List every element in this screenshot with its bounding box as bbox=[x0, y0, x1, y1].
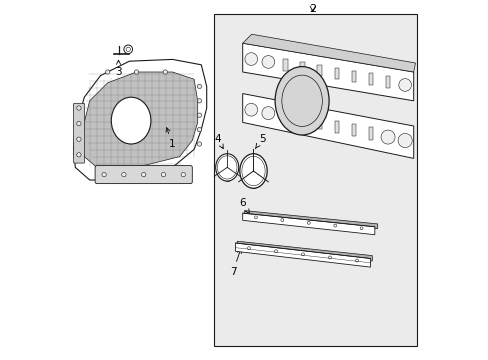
Bar bbox=[368, 73, 372, 85]
Polygon shape bbox=[235, 243, 370, 267]
Circle shape bbox=[397, 134, 411, 148]
Polygon shape bbox=[242, 43, 413, 101]
Polygon shape bbox=[244, 211, 377, 229]
Text: 5: 5 bbox=[255, 134, 265, 149]
Circle shape bbox=[262, 107, 274, 120]
Circle shape bbox=[181, 172, 185, 177]
Text: 4: 4 bbox=[214, 134, 223, 149]
Bar bbox=[334, 68, 338, 79]
Circle shape bbox=[244, 53, 257, 66]
Circle shape bbox=[380, 130, 394, 144]
Ellipse shape bbox=[215, 154, 238, 181]
Circle shape bbox=[102, 172, 106, 177]
Circle shape bbox=[77, 153, 81, 157]
Bar bbox=[334, 121, 338, 133]
Circle shape bbox=[123, 45, 132, 54]
Ellipse shape bbox=[111, 97, 151, 144]
Circle shape bbox=[197, 142, 201, 146]
Bar bbox=[213, 14, 416, 346]
Text: 2: 2 bbox=[309, 4, 316, 14]
Circle shape bbox=[244, 103, 257, 116]
Circle shape bbox=[197, 113, 201, 117]
Circle shape bbox=[262, 55, 274, 68]
Polygon shape bbox=[242, 213, 374, 235]
Ellipse shape bbox=[275, 67, 328, 135]
Text: 7: 7 bbox=[229, 249, 241, 277]
Bar bbox=[317, 117, 321, 130]
Ellipse shape bbox=[239, 154, 266, 188]
Circle shape bbox=[161, 172, 165, 177]
Bar bbox=[283, 59, 287, 71]
Circle shape bbox=[197, 84, 201, 89]
Circle shape bbox=[122, 172, 126, 177]
Bar bbox=[300, 62, 304, 73]
Circle shape bbox=[134, 70, 139, 74]
Circle shape bbox=[77, 137, 81, 141]
Circle shape bbox=[197, 127, 201, 132]
Circle shape bbox=[197, 99, 201, 103]
Polygon shape bbox=[242, 34, 415, 72]
Bar bbox=[351, 71, 355, 82]
Polygon shape bbox=[237, 241, 371, 261]
Bar bbox=[317, 65, 321, 76]
Circle shape bbox=[398, 78, 410, 91]
Text: 1: 1 bbox=[166, 128, 176, 149]
FancyBboxPatch shape bbox=[95, 166, 192, 184]
Circle shape bbox=[141, 172, 145, 177]
Bar bbox=[351, 124, 355, 136]
Polygon shape bbox=[242, 94, 413, 158]
FancyBboxPatch shape bbox=[73, 103, 84, 163]
Bar bbox=[368, 127, 372, 140]
Bar bbox=[385, 76, 389, 88]
Polygon shape bbox=[81, 72, 197, 167]
Text: 3: 3 bbox=[115, 60, 122, 77]
Circle shape bbox=[77, 121, 81, 126]
Bar bbox=[300, 114, 304, 126]
Circle shape bbox=[105, 70, 110, 74]
Text: 6: 6 bbox=[239, 198, 249, 213]
Bar bbox=[283, 111, 287, 122]
Circle shape bbox=[163, 70, 167, 74]
Polygon shape bbox=[73, 59, 206, 180]
Circle shape bbox=[77, 106, 81, 110]
